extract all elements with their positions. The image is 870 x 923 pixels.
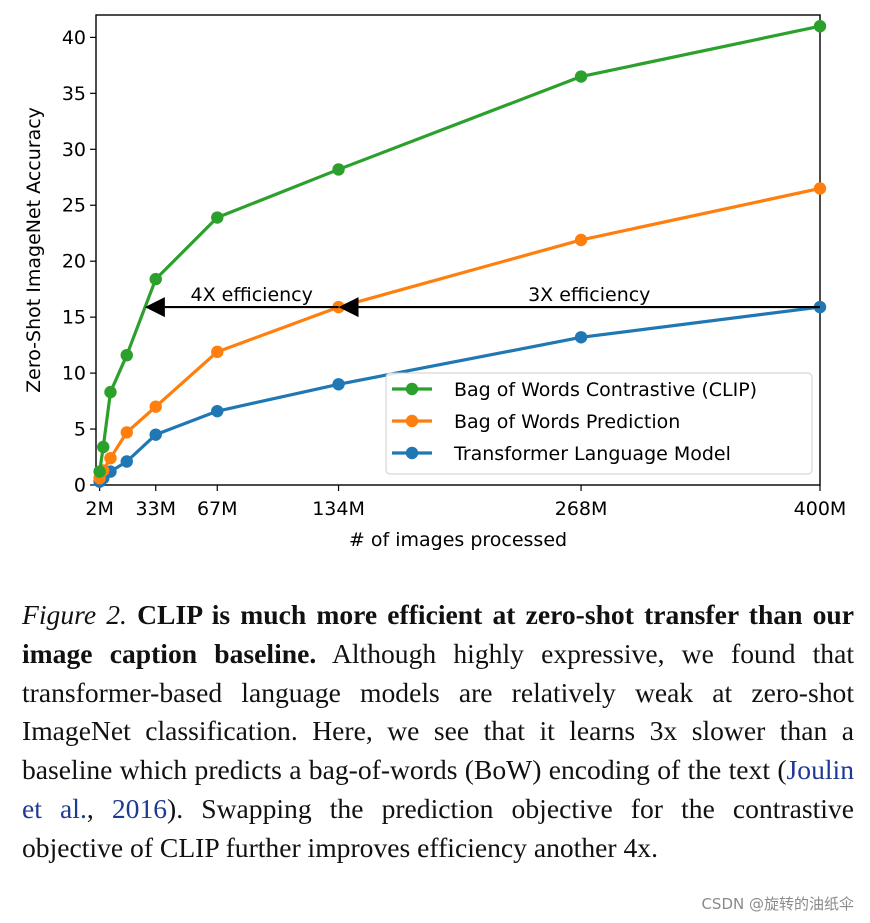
annotation-arrow-head [338,297,359,318]
citation-year-link[interactable]: 2016 [111,792,168,824]
y-tick-label: 5 [74,419,86,441]
data-point [574,331,588,344]
annotation-label: 3X efficiency [528,284,650,306]
annotation-label: 4X efficiency [191,284,313,306]
data-point [149,272,162,286]
data-point [813,19,827,33]
y-tick-label: 30 [62,139,86,161]
legend: Bag of Words Contrastive (CLIP) Bag of Wo… [385,372,813,475]
x-axis-label: # of images processed [349,529,567,551]
caption-bold-title: CLIP is much more efficient at zero-shot… [22,599,854,669]
plot-frame [95,14,821,486]
y-axis-ticks: 0 5 10 15 20 25 30 35 40 [62,27,96,497]
annotation-layer: 4X efficiency 3X efficiency [144,284,820,318]
figure-caption: Figure 2. CLIP is much more efficient at… [22,596,854,868]
series-layer [93,19,827,488]
chart: 0 5 10 15 20 25 30 35 40 2M 33M 67M 134M 268M 400M Ze… [23,14,846,551]
x-tick-label: 67M [197,498,238,520]
caption-body-end: ). Swapping the prediction objective for… [22,792,854,863]
caption-body: Although highly expressive, we found tha… [22,637,854,786]
legend-label: Bag of Words Contrastive (CLIP) [454,379,757,401]
legend-swatch-marker [405,446,419,460]
data-point [332,378,345,391]
y-tick-label: 0 [74,475,86,497]
y-tick-label: 35 [62,83,86,105]
y-tick-label: 40 [62,27,86,49]
data-point [574,70,588,83]
legend-items: Bag of Words Contrastive (CLIP) Bag of Wo… [392,379,757,465]
x-tick-label: 134M [312,498,365,520]
legend-label: Bag of Words Prediction [454,411,680,433]
x-tick-label: 2M [85,498,113,520]
citation-separator: , [86,792,112,824]
data-point [574,233,588,247]
data-point [120,426,133,439]
data-point [104,385,117,399]
x-axis-ticks: 2M 33M 67M 134M 268M 400M [85,485,846,520]
data-point [813,182,827,195]
legend-swatch-marker [405,382,419,396]
x-tick-label: 268M [555,498,608,520]
x-tick-label: 33M [135,498,176,520]
data-point [211,211,224,224]
data-point [120,348,133,362]
data-point [104,451,117,465]
legend-label: Transformer Language Model [453,443,731,465]
x-tick-label: 400M [794,498,847,520]
legend-swatch-marker [405,414,419,428]
data-point [211,404,224,418]
figure-label: Figure 2. [22,599,127,630]
data-point [97,440,110,454]
y-tick-label: 20 [62,251,86,273]
legend-box [385,372,813,475]
y-axis-label: Zero-Shot ImageNet Accuracy [23,107,45,393]
watermark: CSDN @旋转的油纸伞 [701,895,854,913]
y-tick-label: 10 [62,363,86,385]
data-point [149,400,162,413]
data-point [332,163,345,176]
data-point [211,345,224,359]
data-point [120,455,133,468]
data-point [93,465,106,478]
citation-author-link[interactable]: Joulin et al. [22,754,854,824]
annotation-arrow-head [144,297,165,318]
data-point [149,428,162,441]
y-tick-label: 15 [62,307,86,329]
y-tick-label: 25 [62,195,86,217]
